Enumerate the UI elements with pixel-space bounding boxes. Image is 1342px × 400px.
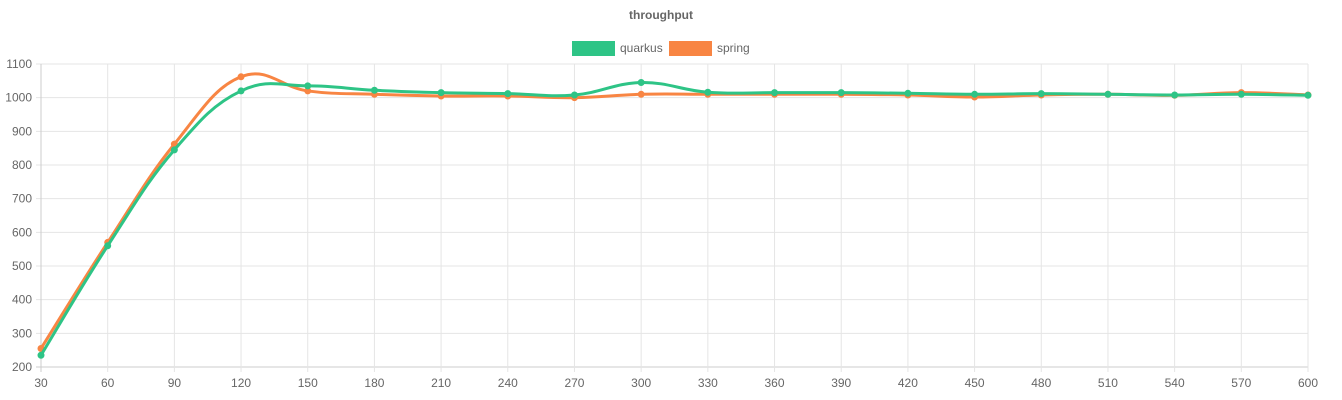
data-point-quarkus[interactable] (971, 90, 979, 98)
x-tick-label: 150 (298, 376, 318, 390)
series-quarkus (37, 79, 1312, 359)
y-tick-label: 900 (12, 124, 32, 138)
x-tick-label: 210 (431, 376, 451, 390)
series-spring (37, 72, 1312, 352)
data-point-quarkus[interactable] (771, 89, 779, 97)
x-tick-label: 330 (698, 376, 718, 390)
x-tick-label: 30 (34, 376, 48, 390)
x-tick-label: 480 (1031, 376, 1051, 390)
x-tick-label: 540 (1165, 376, 1185, 390)
x-tick-label: 600 (1298, 376, 1318, 390)
series-layer (37, 72, 1312, 359)
series-line-quarkus (39, 81, 1309, 356)
data-point-quarkus[interactable] (1171, 91, 1179, 99)
data-point-spring[interactable] (637, 90, 645, 98)
x-tick-label: 90 (168, 376, 182, 390)
y-tick-label: 600 (12, 225, 32, 239)
series-line-spring (39, 72, 1309, 350)
x-tick-label: 180 (364, 376, 384, 390)
y-tick-label: 400 (12, 293, 32, 307)
data-point-quarkus[interactable] (1104, 90, 1112, 98)
data-point-quarkus[interactable] (637, 79, 645, 87)
data-point-quarkus[interactable] (704, 88, 712, 96)
data-point-quarkus[interactable] (37, 351, 45, 359)
data-point-quarkus[interactable] (837, 89, 845, 97)
x-tick-label: 240 (498, 376, 518, 390)
legend-label-spring: spring (717, 41, 750, 55)
data-point-spring[interactable] (237, 73, 245, 81)
data-point-quarkus[interactable] (104, 242, 112, 250)
y-tick-label: 800 (12, 158, 32, 172)
data-point-quarkus[interactable] (237, 87, 245, 95)
x-axis: 30 60 90 120 150 180 210 240 270 300 330 360 390 420 4… (34, 376, 1318, 390)
grid (36, 63, 1309, 372)
data-point-quarkus[interactable] (170, 146, 178, 154)
chart-title: throughput (629, 8, 693, 22)
data-point-quarkus[interactable] (304, 82, 312, 90)
data-point-quarkus[interactable] (570, 91, 578, 99)
x-tick-label: 390 (831, 376, 851, 390)
legend-item-quarkus[interactable]: quarkus (572, 41, 663, 56)
x-tick-label: 60 (101, 376, 115, 390)
x-tick-label: 570 (1231, 376, 1251, 390)
legend: quarkus spring (572, 41, 750, 56)
data-point-quarkus[interactable] (1237, 90, 1245, 98)
x-tick-label: 120 (231, 376, 251, 390)
y-tick-label: 700 (12, 192, 32, 206)
legend-item-spring[interactable]: spring (669, 41, 750, 56)
y-tick-label: 1000 (5, 91, 32, 105)
x-tick-label: 270 (564, 376, 584, 390)
data-point-quarkus[interactable] (904, 89, 912, 97)
x-tick-label: 300 (631, 376, 651, 390)
x-tick-label: 360 (765, 376, 785, 390)
data-point-quarkus[interactable] (437, 89, 445, 97)
legend-label-quarkus: quarkus (620, 41, 663, 55)
x-tick-label: 420 (898, 376, 918, 390)
x-tick-label: 450 (965, 376, 985, 390)
y-tick-label: 200 (12, 360, 32, 374)
legend-swatch-spring (669, 41, 712, 56)
y-tick-label: 500 (12, 259, 32, 273)
legend-swatch-quarkus (572, 41, 615, 56)
data-point-quarkus[interactable] (504, 90, 512, 98)
x-tick-label: 510 (1098, 376, 1118, 390)
y-tick-label: 300 (12, 326, 32, 340)
data-point-quarkus[interactable] (1037, 90, 1045, 98)
y-axis: 200 300 400 500 600 700 800 900 1000 1100 (5, 57, 32, 374)
data-point-quarkus[interactable] (1304, 91, 1312, 99)
y-tick-label: 1100 (6, 57, 32, 71)
data-point-quarkus[interactable] (370, 86, 378, 94)
